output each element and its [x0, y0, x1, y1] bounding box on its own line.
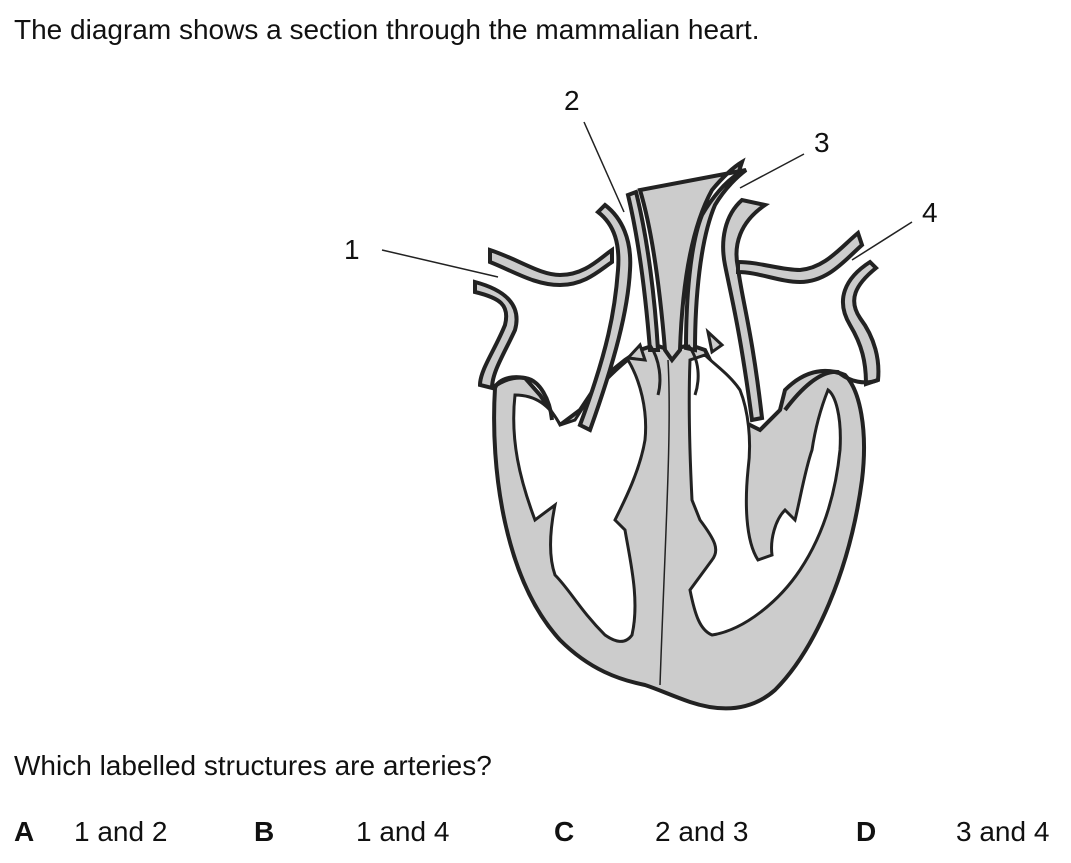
option-a-letter[interactable]: A: [14, 816, 35, 847]
leader-line-3: [739, 153, 805, 189]
intro-text: The diagram shows a section through the …: [14, 14, 760, 45]
question-text: Which labelled structures are arteries?: [14, 750, 492, 781]
label-1: 1: [344, 234, 360, 265]
vessel-2: [577, 189, 661, 433]
option-b-letter[interactable]: B: [254, 816, 275, 847]
leader-line-1: [381, 249, 499, 278]
option-b-text[interactable]: 1 and 4: [356, 816, 450, 847]
option-c-text[interactable]: 2 and 3: [655, 816, 749, 847]
label-4: 4: [922, 197, 938, 228]
option-a-text[interactable]: 1 and 2: [74, 816, 168, 847]
option-d-letter[interactable]: D: [856, 816, 877, 847]
valves: [624, 327, 725, 396]
septum: [659, 359, 670, 686]
option-c-letter[interactable]: C: [554, 816, 575, 847]
leader-line-2: [583, 121, 625, 213]
label-3: 3: [814, 127, 830, 158]
option-d-text[interactable]: 3 and 4: [956, 816, 1050, 847]
label-2: 2: [564, 85, 580, 116]
vessel-1: [473, 246, 614, 421]
leader-line-4: [851, 221, 913, 261]
vessel-4: [736, 229, 881, 412]
answer-options: A 1 and 2 B 1 and 4 C 2 and 3 D 3 and 4: [0, 812, 1071, 852]
heart-diagram: 1 2 3 4: [344, 85, 938, 711]
left-ventricle-cavity: [687, 353, 842, 637]
vessel-3: [637, 157, 770, 423]
